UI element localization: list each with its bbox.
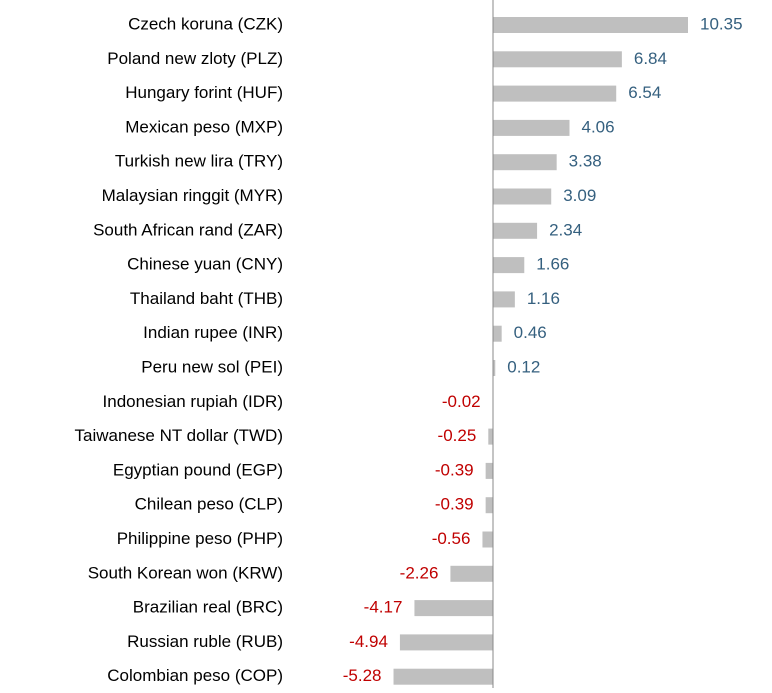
value-label: -0.25 (438, 426, 477, 445)
value-label: -0.39 (435, 495, 474, 514)
bar (488, 429, 493, 445)
value-label: -4.94 (349, 632, 388, 651)
category-label: Indonesian rupiah (IDR) (103, 392, 283, 411)
category-label: Hungary forint (HUF) (125, 83, 283, 102)
value-label: -0.56 (432, 529, 471, 548)
bar (493, 223, 537, 239)
category-label: Russian ruble (RUB) (127, 632, 283, 651)
category-label: Brazilian real (BRC) (133, 598, 283, 617)
value-label: 2.34 (549, 220, 582, 239)
bar (482, 532, 493, 548)
value-label: 0.46 (514, 323, 547, 342)
bar (493, 326, 502, 342)
value-label: 10.35 (700, 14, 743, 33)
bar (486, 463, 493, 479)
category-label: Colombian peso (COP) (107, 666, 283, 685)
bar (493, 189, 551, 205)
category-label: Egyptian pound (EGP) (113, 460, 283, 479)
bar (414, 600, 493, 616)
value-label: -4.17 (364, 598, 403, 617)
category-label: Philippine peso (PHP) (117, 529, 283, 548)
category-label: Indian rupee (INR) (143, 323, 283, 342)
value-label: 3.09 (563, 186, 596, 205)
value-label: -0.39 (435, 460, 474, 479)
value-label: 1.66 (536, 255, 569, 274)
category-label: Peru new sol (PEI) (141, 357, 283, 376)
bar (394, 669, 493, 685)
value-label: 6.54 (628, 83, 661, 102)
value-label: 1.16 (527, 289, 560, 308)
bar (400, 634, 493, 650)
bar (493, 154, 557, 170)
bar (493, 120, 569, 136)
category-label: Czech koruna (CZK) (128, 14, 283, 33)
category-label: Mexican peso (MXP) (125, 117, 283, 136)
category-label: South African rand (ZAR) (93, 220, 283, 239)
bar (450, 566, 493, 582)
value-label: 3.38 (569, 152, 602, 171)
bar (486, 497, 493, 513)
bar (493, 17, 688, 33)
category-label: Turkish new lira (TRY) (115, 152, 283, 171)
category-label: Malaysian ringgit (MYR) (102, 186, 283, 205)
bar (493, 291, 515, 307)
category-label: Poland new zloty (PLZ) (107, 49, 283, 68)
value-label: 4.06 (581, 117, 614, 136)
bar (493, 86, 616, 102)
value-label: -5.28 (343, 666, 382, 685)
category-label: Thailand baht (THB) (130, 289, 283, 308)
category-label: Chilean peso (CLP) (135, 495, 283, 514)
category-label: Taiwanese NT dollar (TWD) (75, 426, 283, 445)
bar (493, 51, 622, 67)
value-label: 0.12 (507, 357, 540, 376)
category-label: Chinese yuan (CNY) (127, 255, 283, 274)
value-label: 6.84 (634, 49, 667, 68)
value-label: -0.02 (442, 392, 481, 411)
category-label: South Korean won (KRW) (88, 563, 283, 582)
bar (493, 257, 524, 273)
value-label: -2.26 (400, 563, 439, 582)
